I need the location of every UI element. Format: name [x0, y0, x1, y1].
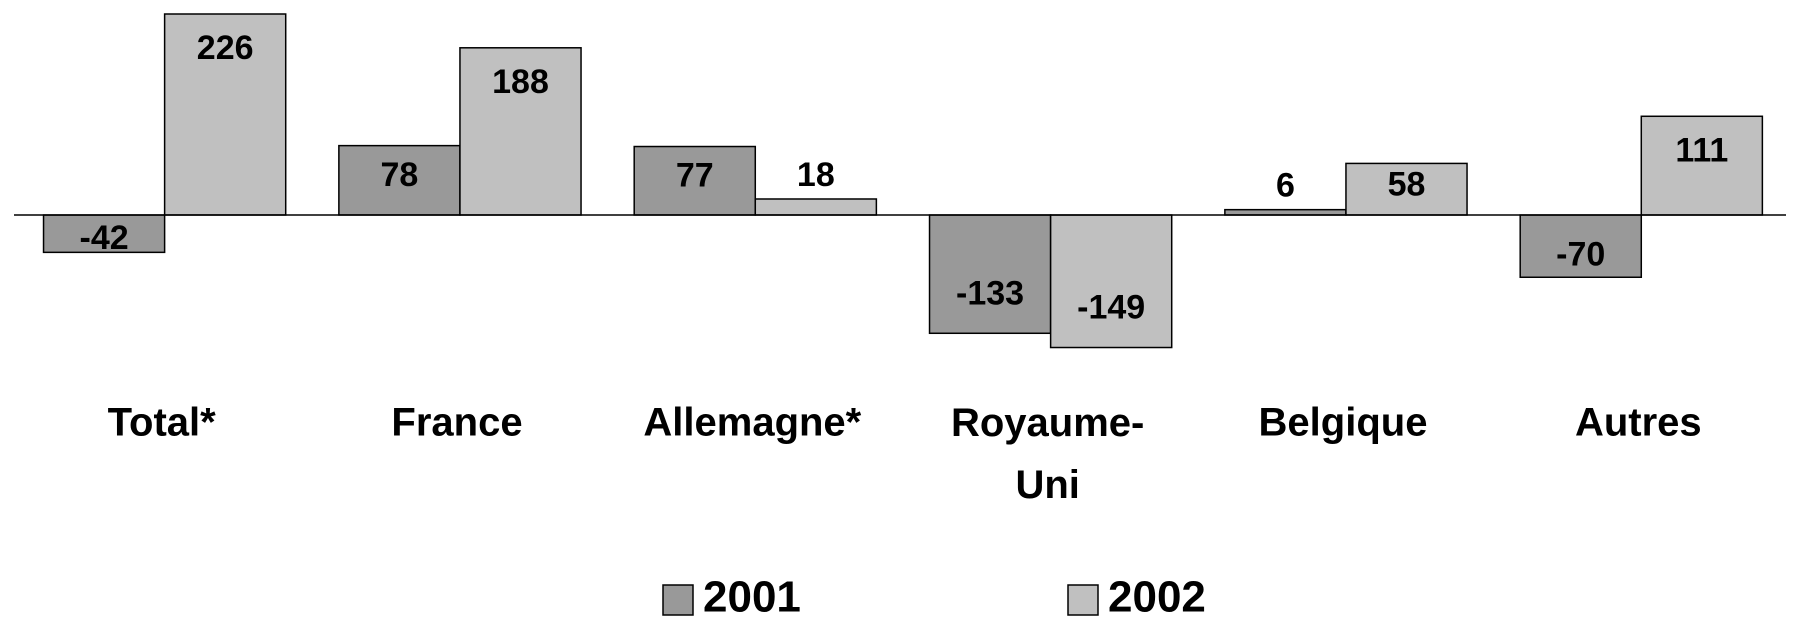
- x-tick-label: Belgique: [1259, 401, 1428, 445]
- data-label: 18: [797, 156, 835, 194]
- bar: [1519, 214, 1643, 279]
- bar: [163, 13, 287, 216]
- data-label: 188: [492, 63, 549, 101]
- data-label: -42: [80, 219, 129, 257]
- data-label: 111: [1675, 131, 1728, 169]
- data-label: 6: [1276, 167, 1295, 205]
- data-label: 58: [1388, 166, 1426, 204]
- data-label: -133: [956, 274, 1024, 312]
- legend-label: 2002: [1108, 573, 1206, 619]
- data-label: 78: [380, 156, 418, 194]
- bar: [1345, 162, 1468, 216]
- data-label: -149: [1077, 289, 1145, 327]
- legend-swatch: [662, 584, 694, 616]
- bar: [1049, 214, 1173, 349]
- x-tick-label: Autres: [1575, 401, 1702, 445]
- bar: [42, 214, 166, 254]
- legend-swatch: [1067, 584, 1099, 616]
- bar: [1224, 208, 1347, 216]
- bar: [633, 145, 757, 216]
- x-tick-label: France: [391, 401, 522, 445]
- data-label: -70: [1556, 236, 1605, 274]
- bar: [928, 214, 1052, 335]
- data-label: 226: [197, 29, 254, 67]
- x-tick-label: Royaume-Uni: [951, 401, 1144, 507]
- x-tick-label: Total*: [108, 401, 217, 445]
- bar: [754, 198, 878, 216]
- x-tick-label: Allemagne*: [643, 401, 861, 445]
- data-label: 77: [676, 156, 714, 194]
- legend-label: 2001: [703, 573, 801, 619]
- bar: [338, 144, 461, 216]
